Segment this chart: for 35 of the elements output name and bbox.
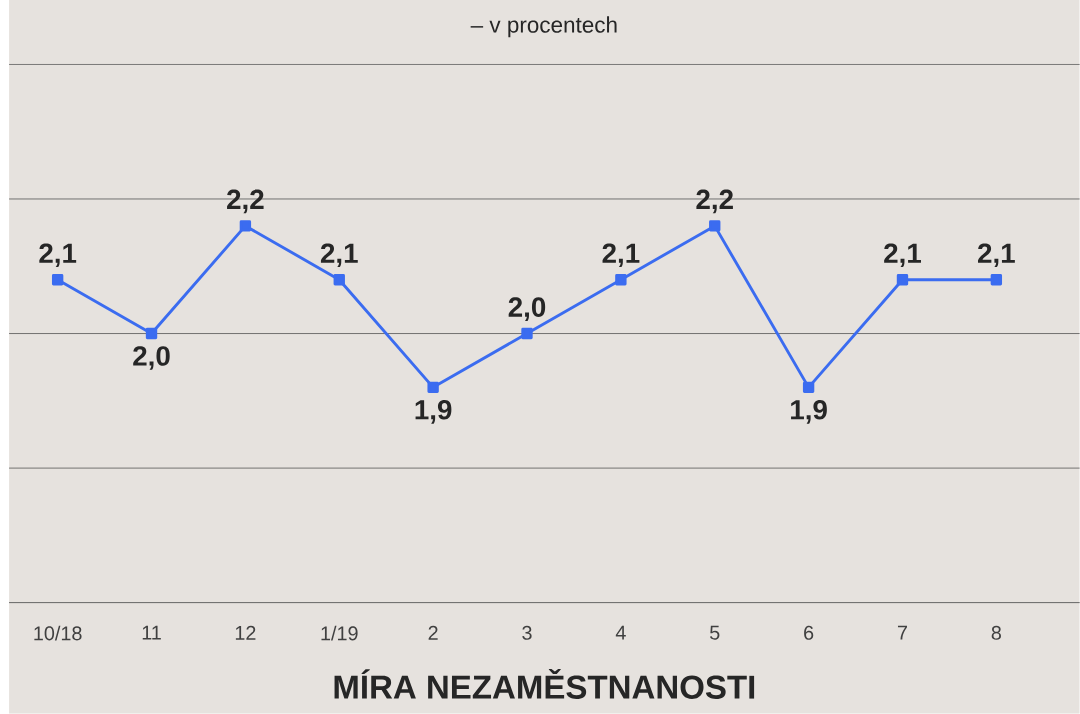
point	[51, 274, 64, 286]
x-tick-label: 4	[615, 625, 626, 640]
data-label: 2,0	[133, 346, 170, 370]
data-label: 2,0	[508, 297, 546, 322]
x-tick-label: 1/19	[321, 625, 358, 641]
x-tick-label: 3	[522, 625, 532, 641]
x-tick-label: 12	[235, 625, 256, 640]
point	[333, 274, 345, 286]
point	[896, 274, 909, 286]
chart-subtitle: – v procentech	[470, 16, 617, 38]
text: MÍRA NEZAMĚSTNANOSTI	[334, 669, 755, 700]
x-tick-label: 2	[428, 625, 438, 640]
x-tick-label: 11	[142, 625, 161, 640]
point	[990, 274, 1003, 286]
point	[521, 328, 533, 340]
data-label: 2,1	[39, 243, 77, 268]
data-label: 2,1	[320, 243, 358, 268]
x-tick-label: 8	[991, 625, 1001, 641]
data-label: 2,2	[696, 189, 733, 214]
point	[239, 220, 252, 232]
data-label: 2,1	[602, 243, 640, 268]
x-tick-label: 5	[710, 625, 720, 640]
x-tick-label: 7	[897, 625, 907, 640]
data-label: 2,1	[884, 243, 921, 268]
point	[802, 381, 815, 394]
point	[427, 381, 439, 394]
x-tick-label: 10/18	[34, 625, 82, 641]
data-label: 1,9	[415, 400, 452, 424]
point	[145, 328, 158, 340]
point	[709, 220, 721, 232]
x-tick-label: 6	[804, 625, 814, 641]
data-label: 1,9	[791, 400, 827, 424]
data-label: 2,1	[978, 243, 1015, 268]
data-label: 2,2	[227, 189, 264, 214]
point	[615, 274, 627, 286]
